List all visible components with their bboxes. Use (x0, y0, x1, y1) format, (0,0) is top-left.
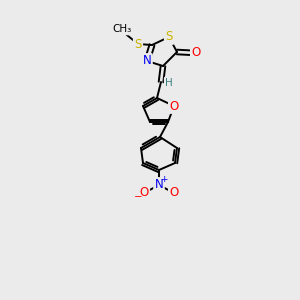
Text: S: S (134, 38, 142, 50)
Text: −: − (134, 192, 142, 202)
Text: H: H (165, 78, 173, 88)
Text: O: O (169, 187, 178, 200)
Text: O: O (140, 187, 148, 200)
Text: O: O (191, 46, 201, 59)
Text: N: N (142, 55, 152, 68)
Text: S: S (165, 31, 173, 44)
Text: O: O (169, 100, 178, 112)
Text: N: N (154, 178, 164, 191)
Text: +: + (160, 176, 168, 184)
Text: CH₃: CH₃ (112, 24, 132, 34)
